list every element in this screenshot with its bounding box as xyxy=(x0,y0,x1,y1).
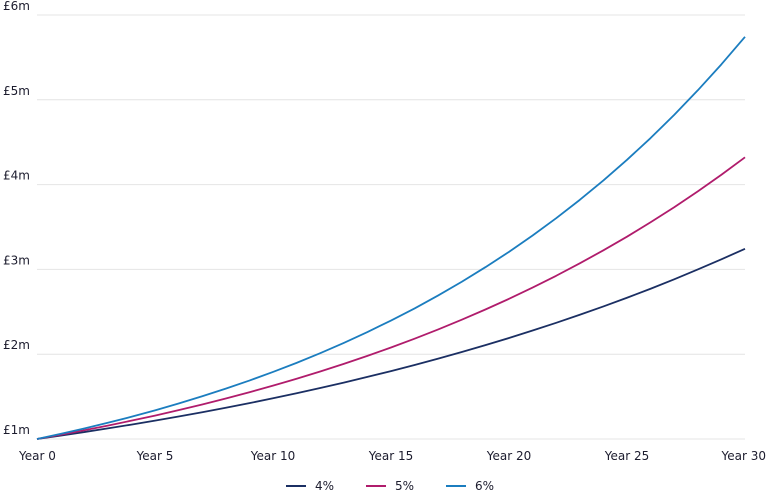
series-lines xyxy=(36,36,746,440)
x-tick-label: Year 5 xyxy=(136,449,174,463)
x-tick-label: Year 15 xyxy=(368,449,414,463)
y-tick-label: £5m xyxy=(3,84,30,98)
y-tick-label: £1m xyxy=(3,423,30,437)
x-tick-label: Year 30 xyxy=(721,449,767,463)
y-tick-label: £2m xyxy=(3,338,30,352)
x-tick-label: Year 20 xyxy=(486,449,532,463)
legend-label: 4% xyxy=(315,479,334,493)
y-tick-label: £3m xyxy=(3,253,30,267)
series-line-1 xyxy=(36,247,746,440)
y-tick-label: £4m xyxy=(3,169,30,183)
x-axis: Year 0 Year 5 Year 10 Year 15 Year 20 Year 25… xyxy=(18,449,766,463)
y-axis: £1m £2m £3m £4m £5m £6m xyxy=(3,0,30,437)
x-tick-label: Year 10 xyxy=(250,449,296,463)
x-tick-label: Year 0 xyxy=(18,449,56,463)
series-line-3 xyxy=(36,36,746,440)
legend-label: 5% xyxy=(395,479,414,493)
gridlines xyxy=(37,14,745,440)
series-line-2 xyxy=(36,156,746,440)
legend: 4% 5% 6% xyxy=(286,479,494,493)
x-tick-label: Year 25 xyxy=(604,449,650,463)
y-tick-label: £6m xyxy=(3,0,30,13)
legend-label: 6% xyxy=(475,479,494,493)
